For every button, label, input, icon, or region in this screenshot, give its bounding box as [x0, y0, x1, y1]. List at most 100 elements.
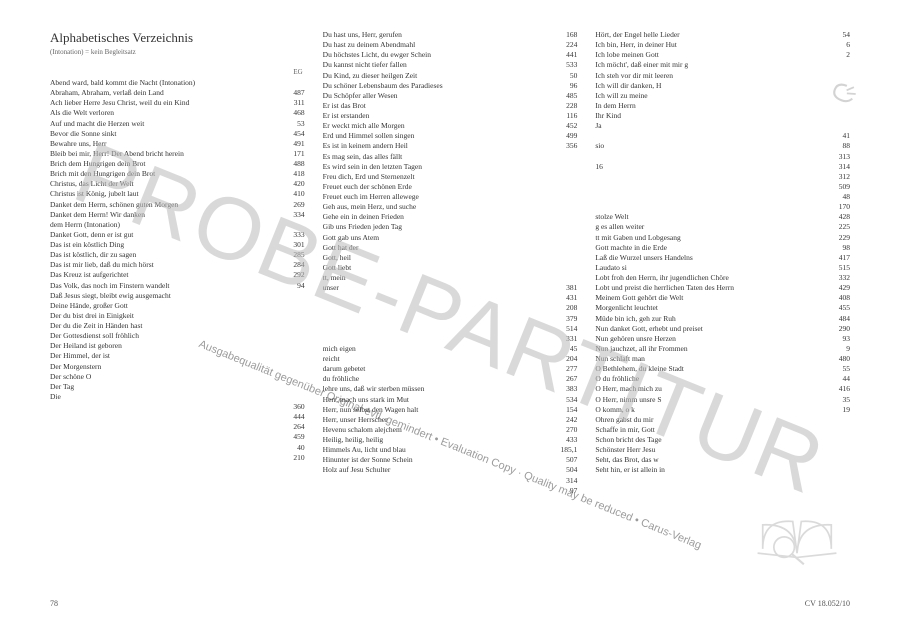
- entry-label: Danket Gott, denn er ist gut: [50, 230, 277, 240]
- entry-label: Gott hat der: [323, 243, 550, 253]
- entry-label: [595, 152, 822, 162]
- entry-label: [50, 443, 277, 453]
- entry-number: 54: [822, 30, 850, 40]
- index-row: Deine Hände, großer Gott: [50, 301, 305, 311]
- entry-number: 208: [549, 303, 577, 313]
- entry-number: [277, 311, 305, 321]
- list-2: Du hast uns, Herr, gerufen168Du hast zu …: [323, 30, 578, 496]
- list-3: Hört, der Engel helle Lieder54Ich bin, H…: [595, 30, 850, 476]
- entry-number: 410: [277, 189, 305, 199]
- entry-label: Du hast uns, Herr, gerufen: [323, 30, 550, 40]
- entry-number: 93: [822, 334, 850, 344]
- entry-label: Du höchstes Licht, du ewger Schein: [323, 50, 550, 60]
- entry-number: 381: [549, 283, 577, 293]
- entry-label: Der du die Zeit in Händen hast: [50, 321, 277, 331]
- entry-label: Das Volk, das noch im Finstern wandelt: [50, 281, 277, 291]
- index-row: Bewahre uns, Herr491: [50, 139, 305, 149]
- entry-label: Ihr Kind: [595, 111, 822, 121]
- index-row: Der Heiland ist geboren: [50, 341, 305, 351]
- index-row: Brich dem Hungrigen dein Brot488: [50, 159, 305, 169]
- index-row: Ach lieber Herre Jesu Christ, weil du ei…: [50, 98, 305, 108]
- entry-number: 488: [277, 159, 305, 169]
- index-row: 312: [595, 172, 850, 182]
- entry-number: [549, 172, 577, 182]
- index-row: 360: [50, 402, 305, 412]
- entry-number: 431: [549, 293, 577, 303]
- entry-label: Er ist das Brot: [323, 101, 550, 111]
- entry-label: Meinem Gott gehört die Welt: [595, 293, 822, 303]
- entry-number: 509: [822, 182, 850, 192]
- entry-number: 480: [822, 354, 850, 364]
- index-row: Schon bricht des Tage: [595, 435, 850, 445]
- entry-number: 229: [822, 233, 850, 243]
- index-row: Ohren gabst du mir: [595, 415, 850, 425]
- index-row: Laß die Wurzel unsers Handelns417: [595, 253, 850, 263]
- index-row: g es allen weiter225: [595, 222, 850, 232]
- entry-number: 225: [822, 222, 850, 232]
- entry-label: sio: [595, 141, 822, 151]
- entry-label: Schaffe in mir, Gott: [595, 425, 822, 435]
- entry-number: 168: [549, 30, 577, 40]
- index-row: 48: [595, 192, 850, 202]
- entry-label: Das Kreuz ist aufgerichtet: [50, 270, 277, 280]
- entry-label: Nun jauchzet, all ihr Frommen: [595, 344, 822, 354]
- index-row: Gott liebt: [323, 263, 578, 273]
- entry-number: 228: [549, 101, 577, 111]
- entry-label: Es ist in keinem andern Heil: [323, 141, 550, 151]
- entry-number: 314: [549, 476, 577, 486]
- entry-label: Der Morgenstern: [50, 362, 277, 372]
- index-row: Freu dich, Erd und Sternenzelt: [323, 172, 578, 182]
- entry-number: 269: [277, 200, 305, 210]
- entry-number: [549, 273, 577, 283]
- index-row: 314: [323, 476, 578, 486]
- subtitle: (Intonation) = kein Begleitsatz: [50, 48, 305, 56]
- column-3: Hört, der Engel helle Lieder54Ich bin, H…: [595, 30, 850, 570]
- entry-label: Er weckt mich alle Morgen: [323, 121, 550, 131]
- entry-number: 210: [277, 453, 305, 463]
- entry-label: Danket dem Herrn, schönen guten Morgen: [50, 200, 277, 210]
- index-row: Schönster Herr Jesu: [595, 445, 850, 455]
- index-row: Der du die Zeit in Händen hast: [50, 321, 305, 331]
- index-row: Gott, heil: [323, 253, 578, 263]
- page-title: Alphabetisches Verzeichnis: [50, 30, 305, 46]
- index-row: 40: [50, 443, 305, 453]
- index-row: O Herr, mach mich zu416: [595, 384, 850, 394]
- index-row: darum gebetet277: [323, 364, 578, 374]
- entry-label: Laß die Wurzel unsers Handelns: [595, 253, 822, 263]
- index-row: Seht hin, er ist allein in: [595, 465, 850, 475]
- entry-label: Du schöner Lebensbaum des Paradieses: [323, 81, 550, 91]
- entry-label: Nun schlaft man: [595, 354, 822, 364]
- entry-number: 98: [822, 243, 850, 253]
- index-row: Nun jauchzet, all ihr Frommen9: [595, 344, 850, 354]
- entry-label: reicht: [323, 354, 550, 364]
- index-row: Danket dem Herrn, schönen guten Morgen26…: [50, 200, 305, 210]
- entry-number: 96: [549, 81, 577, 91]
- index-row: 379: [323, 314, 578, 324]
- entry-number: 264: [277, 422, 305, 432]
- index-row: Gott gab uns Atem: [323, 233, 578, 243]
- entry-number: 88: [822, 141, 850, 151]
- entry-number: [277, 291, 305, 301]
- index-row: Das Kreuz ist aufgerichtet292: [50, 270, 305, 280]
- entry-number: [277, 220, 305, 230]
- entry-number: 441: [549, 50, 577, 60]
- index-row: stolze Welt428: [595, 212, 850, 222]
- entry-label: Der Heiland ist geboren: [50, 341, 277, 351]
- entry-label: Freuet euch der schönen Erde: [323, 182, 550, 192]
- index-row: O du fröhliche44: [595, 374, 850, 384]
- entry-number: 301: [277, 240, 305, 250]
- entry-label: du fröhliche: [323, 374, 550, 384]
- index-row: du fröhliche267: [323, 374, 578, 384]
- index-row: Du Schöpfer aller Wesen485: [323, 91, 578, 101]
- entry-label: O Herr, nimm unsre S: [595, 395, 822, 405]
- entry-label: Er ist erstanden: [323, 111, 550, 121]
- index-row: Danket Gott, denn er ist gut333: [50, 230, 305, 240]
- entry-number: 383: [549, 384, 577, 394]
- entry-number: [277, 382, 305, 392]
- entry-number: [277, 321, 305, 331]
- entry-number: 420: [277, 179, 305, 189]
- index-row: Gib uns Frieden jeden Tag: [323, 222, 578, 232]
- entry-label: Schönster Herr Jesu: [595, 445, 822, 455]
- index-row: Lobt froh den Herrn, ihr jugendlichen Ch…: [595, 273, 850, 283]
- index-row: Nun schlaft man480: [595, 354, 850, 364]
